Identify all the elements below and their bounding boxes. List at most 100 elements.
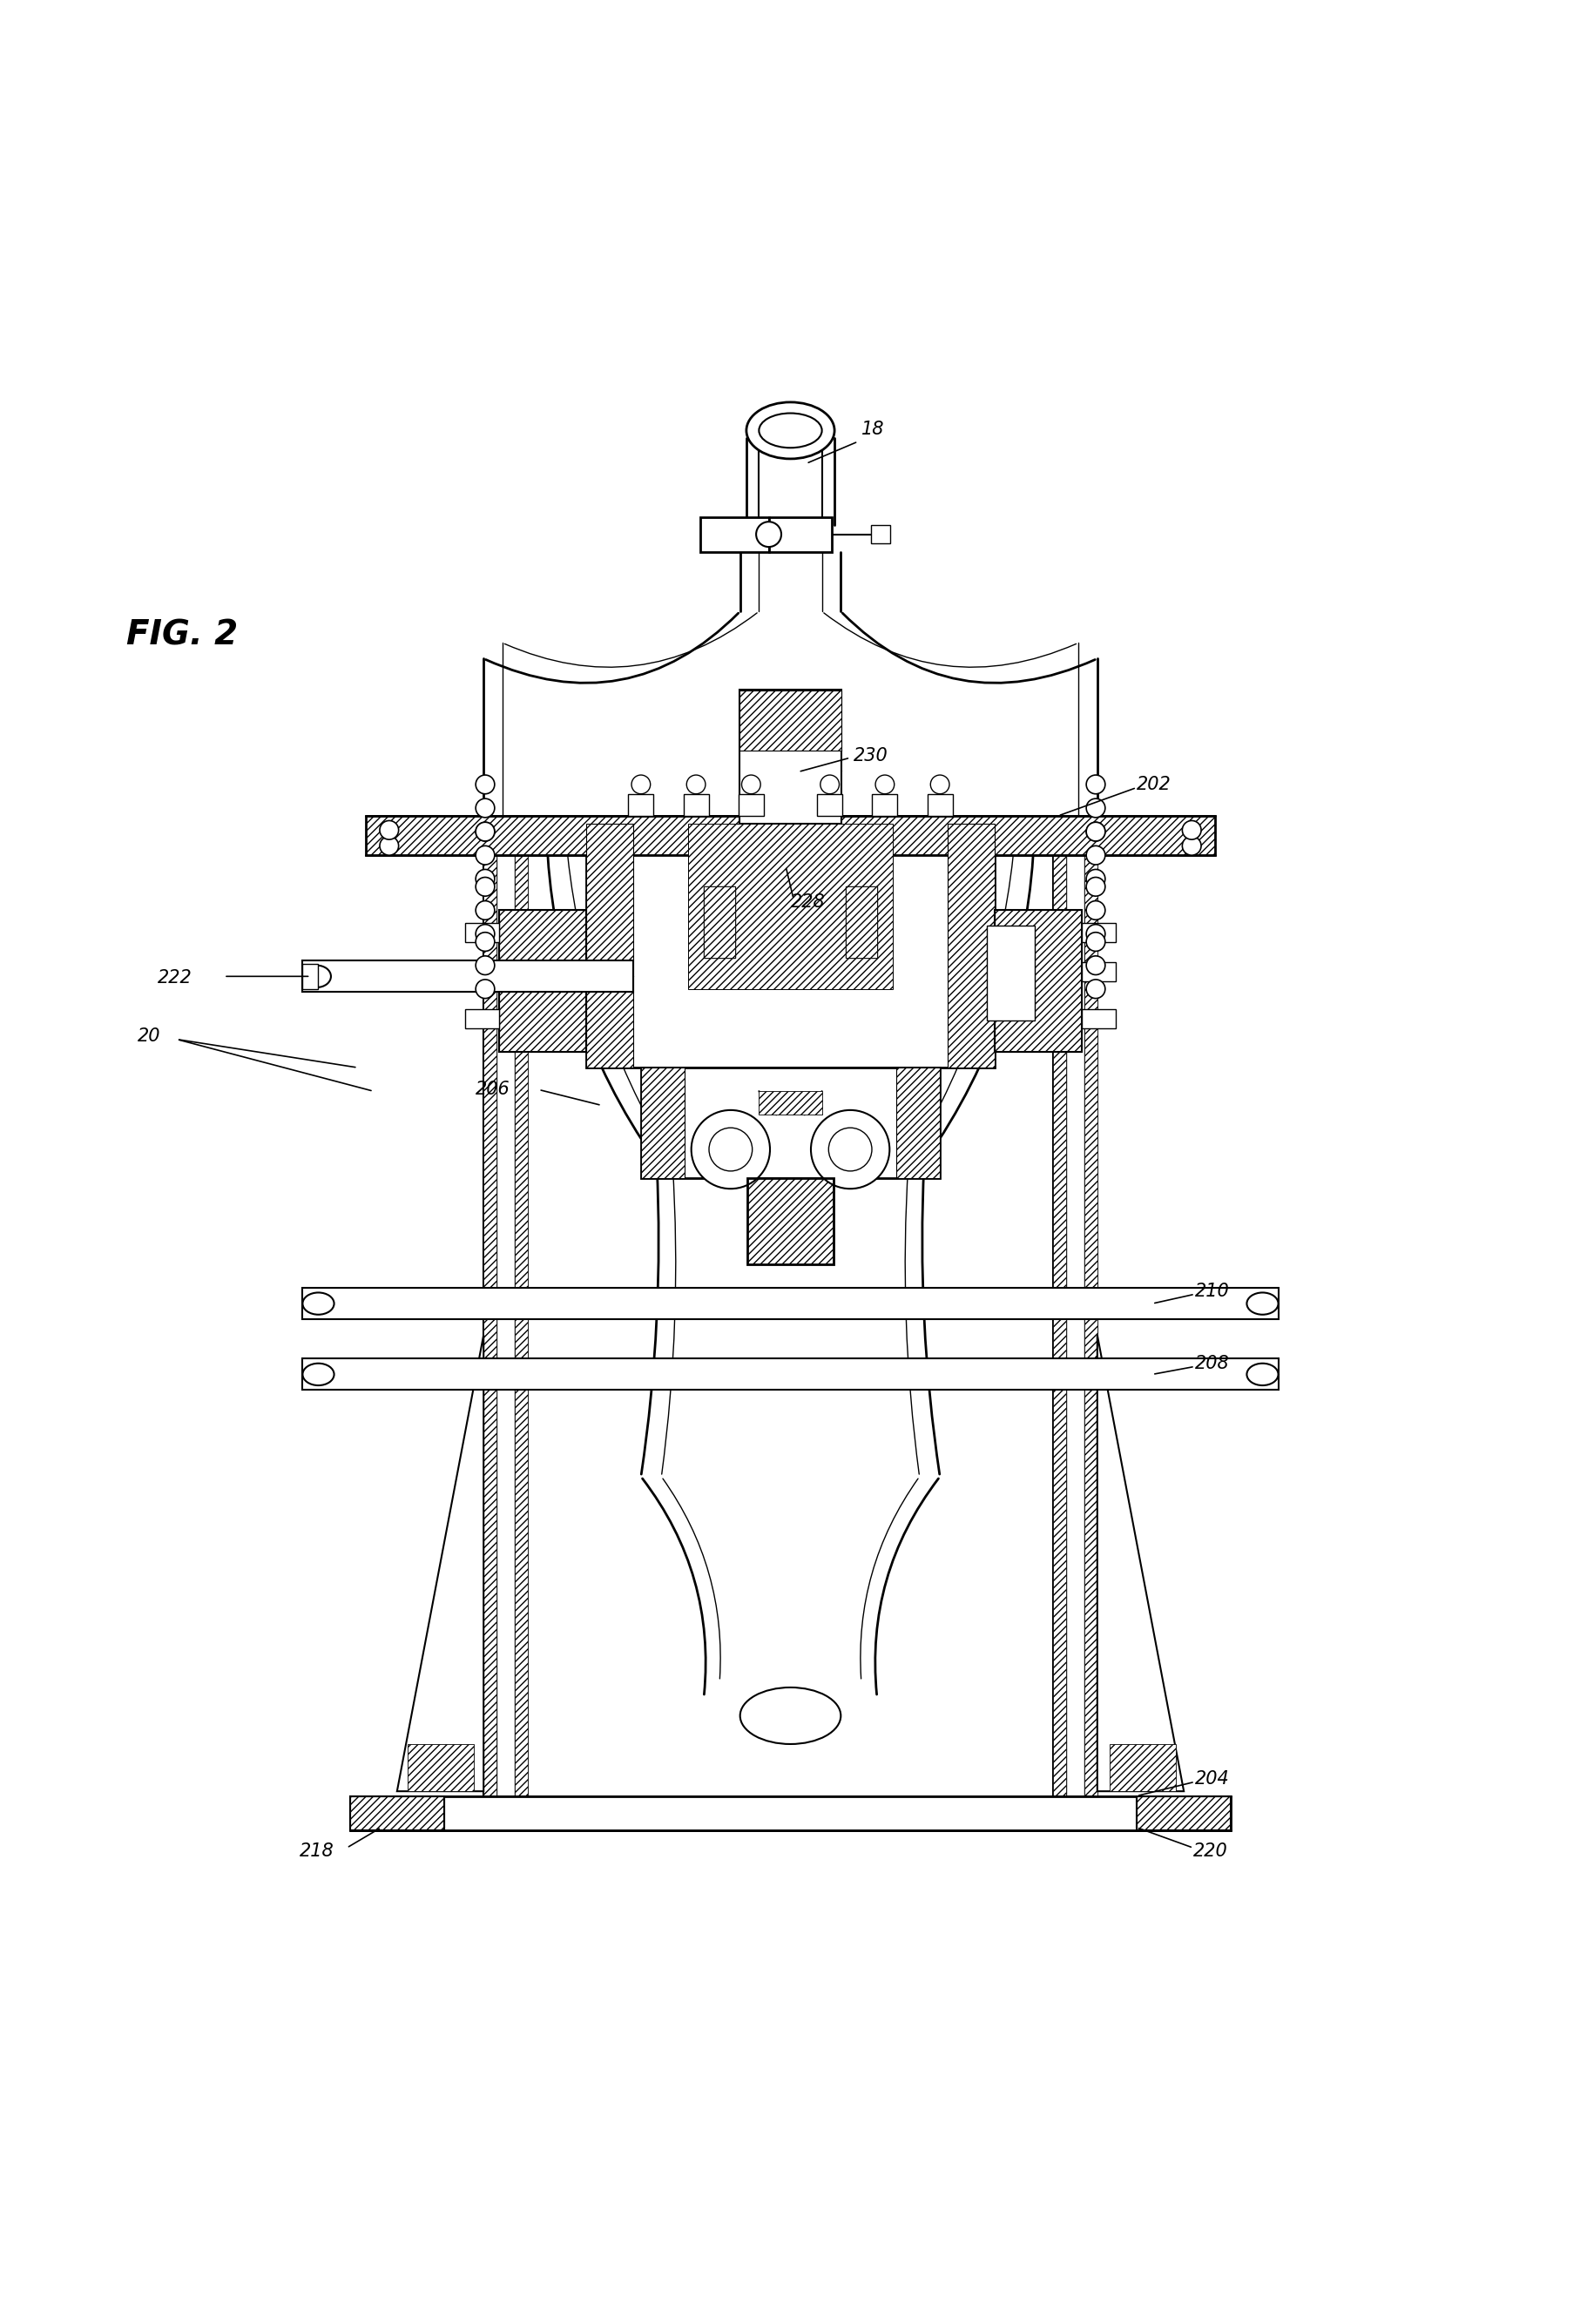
- Ellipse shape: [302, 964, 330, 988]
- Bar: [687, 823, 893, 990]
- Bar: [817, 795, 842, 816]
- Bar: [586, 823, 994, 1067]
- Bar: [640, 1067, 940, 1178]
- Circle shape: [476, 823, 495, 841]
- Text: 230: 230: [853, 748, 888, 765]
- Circle shape: [741, 774, 760, 795]
- Circle shape: [1085, 869, 1104, 888]
- Bar: [703, 888, 735, 957]
- Bar: [499, 911, 586, 1053]
- Circle shape: [1085, 932, 1104, 951]
- Circle shape: [630, 774, 649, 795]
- Text: 218: 218: [299, 1843, 333, 1859]
- Ellipse shape: [758, 414, 822, 449]
- Circle shape: [1182, 837, 1201, 855]
- Bar: [515, 832, 528, 1799]
- Bar: [1084, 832, 1097, 1799]
- Circle shape: [686, 774, 705, 795]
- Polygon shape: [1097, 1334, 1183, 1792]
- Bar: [1081, 962, 1115, 981]
- Bar: [872, 795, 897, 816]
- Bar: [845, 888, 877, 957]
- Circle shape: [1085, 774, 1104, 795]
- Bar: [349, 1796, 444, 1831]
- Bar: [1052, 832, 1097, 1799]
- Bar: [499, 911, 586, 1053]
- Bar: [994, 911, 1081, 1053]
- Bar: [1081, 1009, 1115, 1027]
- Bar: [1081, 923, 1115, 941]
- Circle shape: [1085, 846, 1104, 865]
- Circle shape: [1085, 902, 1104, 920]
- Bar: [758, 1092, 822, 1116]
- Circle shape: [690, 1111, 769, 1190]
- Circle shape: [1182, 820, 1201, 839]
- Text: 220: 220: [1193, 1843, 1228, 1859]
- Circle shape: [820, 774, 839, 795]
- Text: FIG. 2: FIG. 2: [126, 618, 239, 651]
- Circle shape: [379, 820, 398, 839]
- Text: 206: 206: [476, 1081, 510, 1099]
- Bar: [640, 1067, 684, 1178]
- Bar: [871, 525, 890, 544]
- Bar: [302, 964, 318, 990]
- Bar: [408, 1743, 474, 1792]
- Bar: [738, 795, 763, 816]
- Circle shape: [1085, 799, 1104, 818]
- Bar: [1052, 832, 1065, 1799]
- Bar: [703, 888, 735, 957]
- Bar: [302, 1360, 1278, 1390]
- Polygon shape: [397, 1334, 483, 1792]
- Bar: [739, 690, 841, 823]
- Circle shape: [476, 932, 495, 951]
- Bar: [700, 516, 768, 551]
- Circle shape: [476, 774, 495, 795]
- Ellipse shape: [1247, 1364, 1278, 1385]
- Bar: [302, 1287, 1278, 1320]
- Circle shape: [1085, 823, 1104, 841]
- Ellipse shape: [746, 402, 834, 458]
- Circle shape: [476, 978, 495, 999]
- Circle shape: [476, 925, 495, 944]
- Circle shape: [476, 823, 495, 841]
- Bar: [365, 816, 1215, 855]
- Circle shape: [476, 902, 495, 920]
- Circle shape: [708, 1127, 752, 1171]
- Text: 18: 18: [861, 421, 883, 439]
- Circle shape: [476, 869, 495, 888]
- Bar: [483, 832, 528, 1799]
- Circle shape: [476, 846, 495, 865]
- Circle shape: [379, 837, 398, 855]
- Text: 222: 222: [158, 969, 193, 988]
- Bar: [683, 795, 708, 816]
- Bar: [739, 690, 841, 751]
- Bar: [994, 911, 1081, 1053]
- Bar: [627, 795, 653, 816]
- Ellipse shape: [302, 1292, 333, 1315]
- Bar: [948, 823, 994, 1067]
- Circle shape: [875, 774, 894, 795]
- Bar: [1109, 1743, 1176, 1792]
- Circle shape: [828, 1127, 872, 1171]
- Bar: [747, 1178, 833, 1264]
- Text: 210: 210: [1194, 1283, 1229, 1299]
- Bar: [986, 925, 1033, 1020]
- Ellipse shape: [1247, 1292, 1278, 1315]
- Circle shape: [1085, 925, 1104, 944]
- Bar: [465, 923, 499, 941]
- Bar: [483, 832, 496, 1799]
- Circle shape: [476, 955, 495, 974]
- Text: 202: 202: [1136, 776, 1171, 792]
- Circle shape: [1085, 978, 1104, 999]
- Circle shape: [931, 774, 950, 795]
- Circle shape: [476, 876, 495, 897]
- Bar: [747, 1178, 833, 1264]
- Circle shape: [811, 1111, 890, 1190]
- Bar: [302, 960, 632, 992]
- Bar: [349, 1796, 444, 1831]
- Bar: [1136, 1796, 1231, 1831]
- Text: 204: 204: [1194, 1771, 1229, 1787]
- Bar: [927, 795, 953, 816]
- Ellipse shape: [302, 1364, 333, 1385]
- Bar: [896, 1067, 940, 1178]
